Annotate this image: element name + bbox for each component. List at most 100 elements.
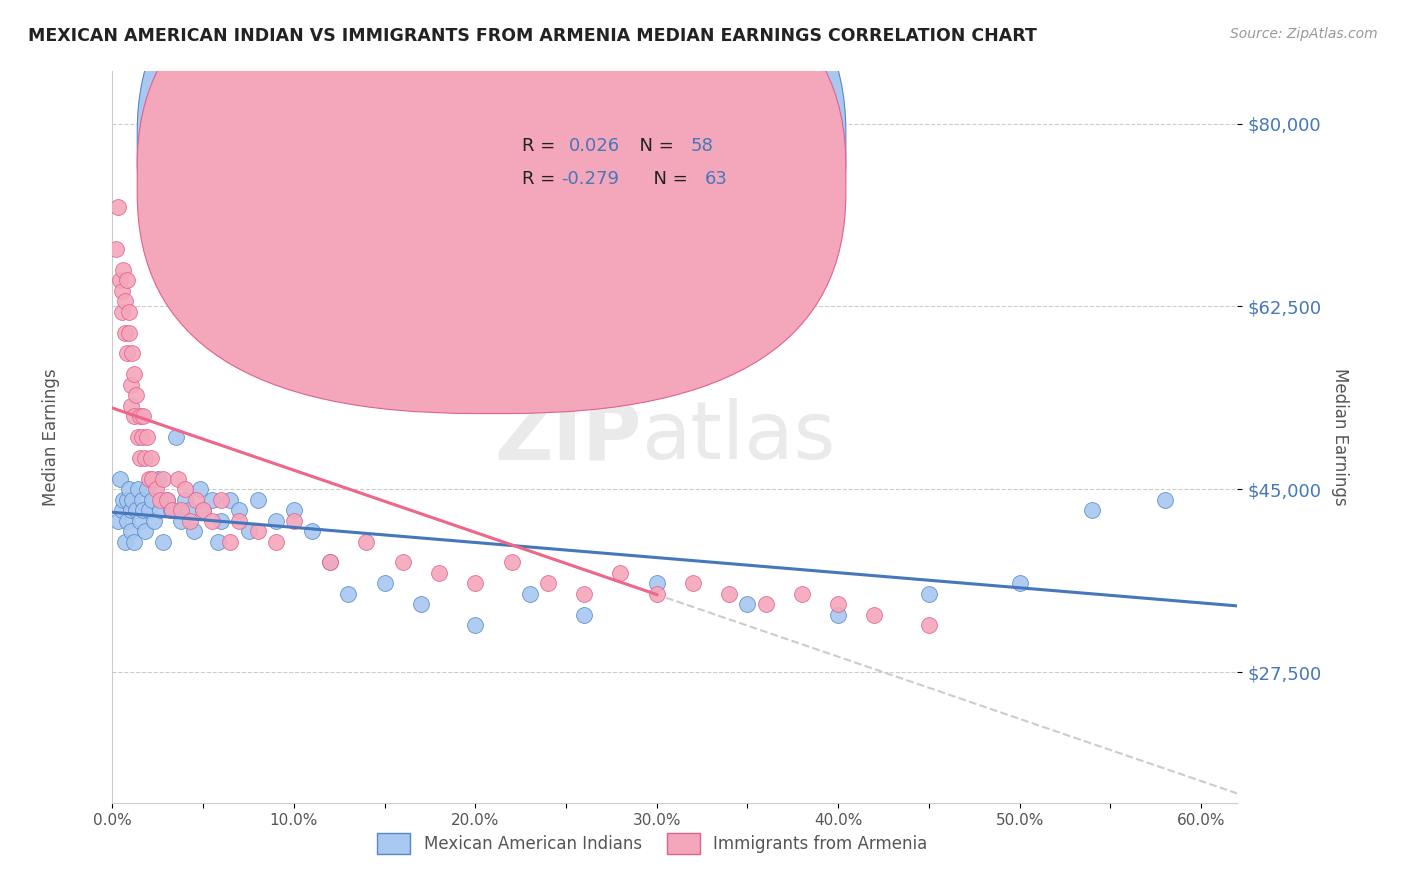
Point (184, 492, 207, 507)
Text: MEXICAN AMERICAN INDIAN VS IMMIGRANTS FROM ARMENIA MEDIAN EARNINGS CORRELATION C: MEXICAN AMERICAN INDIAN VS IMMIGRANTS FR… (28, 27, 1038, 45)
Point (127, 483, 149, 497)
Text: R =: R = (522, 136, 567, 155)
Point (609, 566, 631, 580)
Point (179, 514, 201, 528)
Point (391, 556, 413, 570)
Point (209, 514, 232, 528)
Point (108, 273, 131, 287)
Point (107, 200, 129, 214)
Point (201, 514, 224, 528)
Point (115, 273, 138, 287)
Point (501, 556, 523, 570)
Point (177, 503, 200, 517)
Point (427, 566, 450, 580)
Point (165, 430, 187, 444)
Point (827, 597, 849, 611)
Point (128, 409, 150, 424)
Legend: Mexican American Indians, Immigrants from Armenia: Mexican American Indians, Immigrants fro… (370, 827, 935, 860)
Point (136, 430, 159, 444)
Point (645, 587, 668, 601)
Point (238, 524, 260, 538)
Point (136, 483, 159, 497)
Point (120, 399, 142, 413)
Point (134, 450, 156, 465)
Point (131, 430, 153, 444)
Point (162, 503, 184, 517)
Point (114, 294, 136, 309)
Point (110, 503, 132, 517)
Point (409, 597, 432, 611)
Text: 0.026: 0.026 (569, 136, 620, 155)
Point (131, 492, 153, 507)
Text: atlas: atlas (641, 398, 835, 476)
Point (127, 430, 149, 444)
Point (918, 618, 941, 632)
Point (110, 304, 132, 318)
Point (134, 524, 156, 538)
Point (120, 503, 142, 517)
Point (188, 483, 211, 497)
Point (645, 576, 668, 591)
Point (107, 514, 129, 528)
Point (572, 587, 595, 601)
Point (152, 472, 174, 486)
Point (201, 492, 224, 507)
Point (170, 503, 193, 517)
Point (121, 492, 143, 507)
Point (572, 607, 595, 622)
Point (108, 472, 131, 486)
FancyBboxPatch shape (450, 112, 765, 211)
Point (1153, 492, 1175, 507)
Point (1081, 503, 1104, 517)
Point (139, 450, 162, 465)
Point (193, 503, 215, 517)
Point (122, 409, 145, 424)
Point (149, 492, 172, 507)
Point (128, 514, 150, 528)
Point (145, 483, 167, 497)
Point (337, 587, 360, 601)
Text: Source: ZipAtlas.com: Source: ZipAtlas.com (1230, 27, 1378, 41)
Text: -0.279: -0.279 (561, 170, 619, 188)
Point (246, 524, 269, 538)
Point (143, 514, 166, 528)
Point (219, 534, 242, 549)
Point (718, 587, 741, 601)
Y-axis label: Median Earnings: Median Earnings (1331, 368, 1348, 506)
Text: R =: R = (522, 170, 561, 188)
Point (128, 450, 150, 465)
Point (464, 618, 486, 632)
Point (125, 503, 148, 517)
Text: ZIP: ZIP (494, 398, 641, 476)
Point (138, 503, 160, 517)
Point (138, 472, 160, 486)
Point (115, 346, 138, 360)
Point (519, 587, 541, 601)
Point (141, 472, 163, 486)
Point (112, 492, 135, 507)
Point (105, 242, 128, 256)
Point (682, 576, 704, 591)
Point (149, 503, 172, 517)
Point (374, 576, 396, 591)
Point (319, 556, 342, 570)
Point (118, 304, 141, 318)
Text: 58: 58 (690, 136, 713, 155)
FancyBboxPatch shape (138, 0, 846, 414)
Point (193, 503, 215, 517)
Point (301, 524, 323, 538)
Point (183, 524, 205, 538)
Point (118, 326, 141, 340)
Point (132, 503, 155, 517)
Point (918, 587, 941, 601)
FancyBboxPatch shape (138, 0, 846, 380)
Point (755, 597, 778, 611)
Point (112, 263, 135, 277)
Point (319, 556, 342, 570)
Point (283, 503, 305, 517)
Point (114, 534, 136, 549)
Text: 63: 63 (706, 170, 728, 188)
Point (790, 587, 813, 601)
Point (464, 576, 486, 591)
Point (146, 472, 169, 486)
